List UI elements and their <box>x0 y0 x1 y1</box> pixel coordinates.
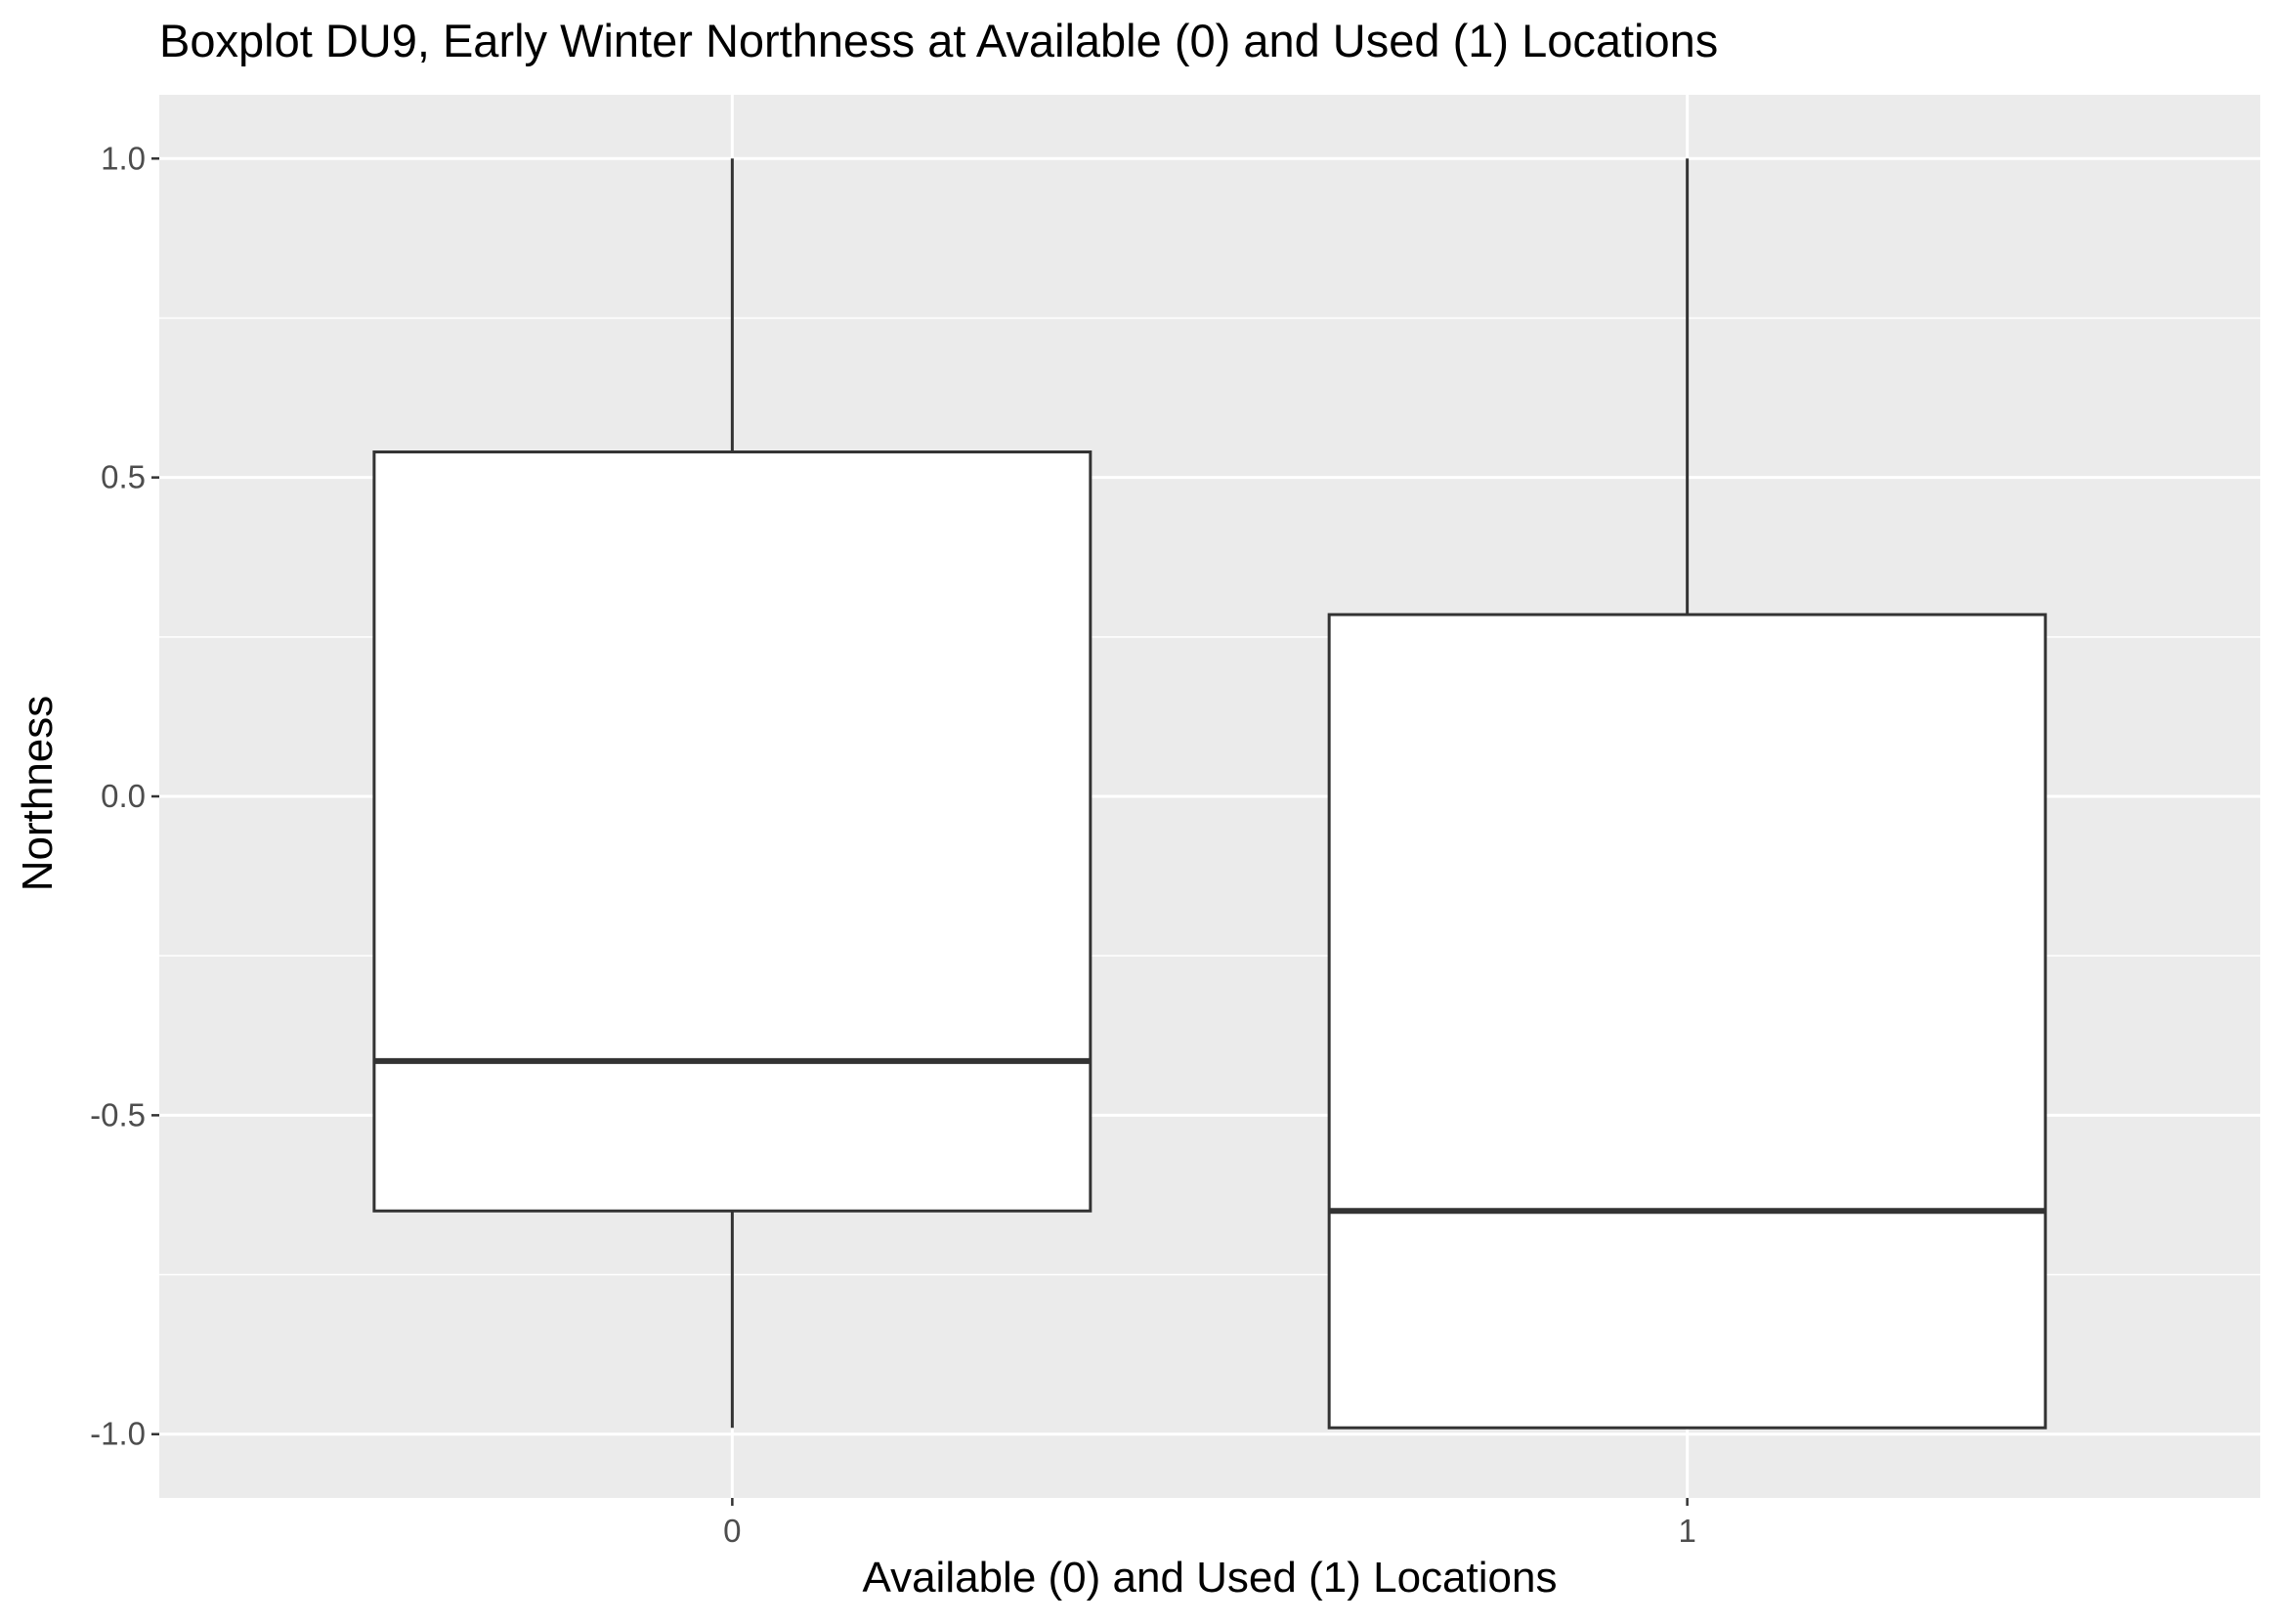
x-tick-label: 1 <box>1678 1513 1695 1549</box>
chart-title: Boxplot DU9, Early Winter Northness at A… <box>159 15 1719 66</box>
box-iqr <box>372 450 1093 1213</box>
x-tick-label: 0 <box>723 1513 741 1549</box>
y-tick-label: -0.5 <box>90 1096 146 1133</box>
y-tick-label: 0.0 <box>101 778 146 814</box>
x-axis-label: Available (0) and Used (1) Locations <box>862 1554 1558 1602</box>
y-axis-label: Northness <box>14 695 62 892</box>
y-tick-label: 0.5 <box>101 459 146 495</box>
box-iqr <box>1327 613 2047 1430</box>
boxes <box>372 158 2047 1430</box>
y-tick-label: -1.0 <box>90 1416 146 1452</box>
y-axis: -1.0 -0.5 0.0 0.5 1.0 <box>90 140 159 1452</box>
y-tick-label: 1.0 <box>101 140 146 176</box>
